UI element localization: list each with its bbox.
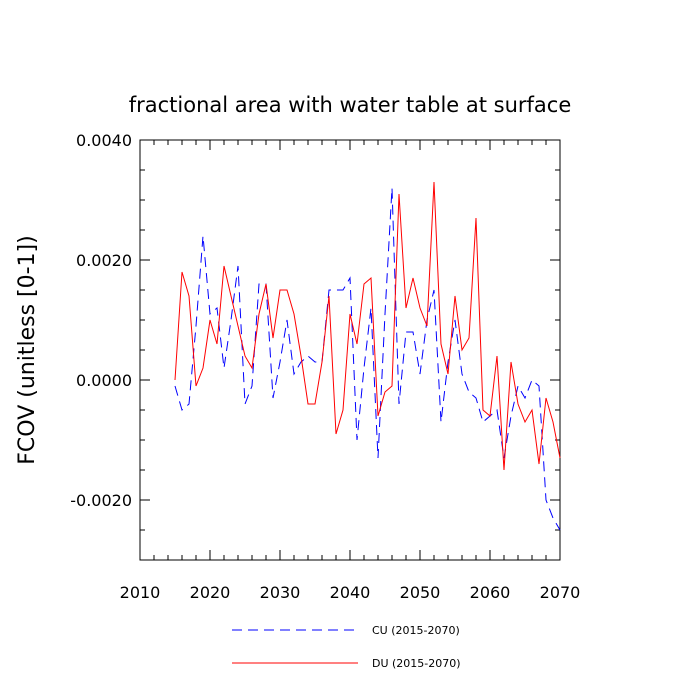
series-line-du xyxy=(174,181,561,471)
y-tick-label: 0.0000 xyxy=(76,371,132,390)
legend: CU (2015-2070) DU (2015-2070) xyxy=(232,624,461,670)
legend-label-cu: CU (2015-2070) xyxy=(372,624,460,637)
x-tick-label: 2040 xyxy=(330,583,371,602)
y-axis-label: FCOV (unitless [0-1]) xyxy=(15,235,40,464)
x-tick-label: 2010 xyxy=(120,583,161,602)
x-tick-label: 2020 xyxy=(190,583,231,602)
y-tick-label: -0.0020 xyxy=(70,491,132,510)
x-tick-label: 2060 xyxy=(470,583,511,602)
chart-title: fractional area with water table at surf… xyxy=(129,93,572,117)
x-tick-label: 2050 xyxy=(400,583,441,602)
plot-area: 2010 2020 2030 2040 2050 2060 2070 -0.0020 0.000… xyxy=(70,131,580,602)
legend-label-du: DU (2015-2070) xyxy=(372,657,461,670)
plot-frame xyxy=(139,139,561,561)
y-tick-label: 0.0020 xyxy=(76,251,132,270)
x-tick-label: 2070 xyxy=(540,583,581,602)
x-tick-label: 2030 xyxy=(260,583,301,602)
series-line-cu xyxy=(174,187,561,531)
y-tick-label: 0.0040 xyxy=(76,131,132,150)
